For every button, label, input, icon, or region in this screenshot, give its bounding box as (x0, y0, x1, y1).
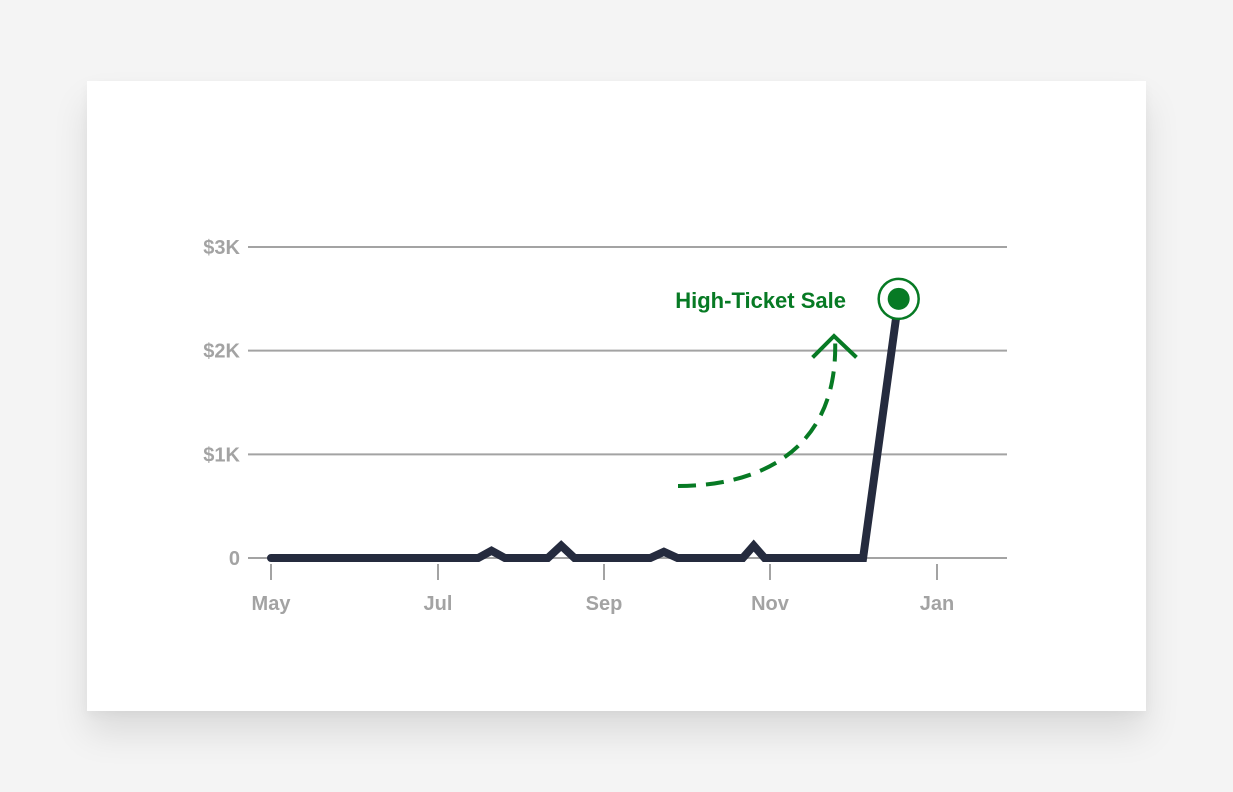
highlight-point (887, 287, 910, 310)
y-tick-label: $1K (203, 444, 240, 466)
annotation-label: High-Ticket Sale (675, 288, 846, 313)
x-tick-label: Nov (751, 593, 790, 615)
y-tick-label: $2K (203, 341, 240, 363)
series-line (267, 294, 903, 562)
y-tick-label: 0 (229, 548, 240, 570)
x-tick-label: Jul (424, 593, 453, 615)
y-axis-ticks: 0 $1K $2K $3K (203, 237, 240, 570)
chart-card (87, 81, 1146, 711)
y-tick-label: $3K (203, 237, 240, 259)
x-tick-label: Sep (586, 593, 623, 615)
x-tick-label: May (252, 593, 292, 615)
x-tick-label: Jan (920, 593, 954, 615)
arrow-head-icon (811, 333, 858, 359)
x-axis-ticks: May Jul Sep Nov Jan (252, 564, 954, 615)
annotation: High-Ticket Sale (675, 277, 920, 488)
annotation-arrow (677, 336, 838, 488)
series-layer (267, 294, 903, 562)
